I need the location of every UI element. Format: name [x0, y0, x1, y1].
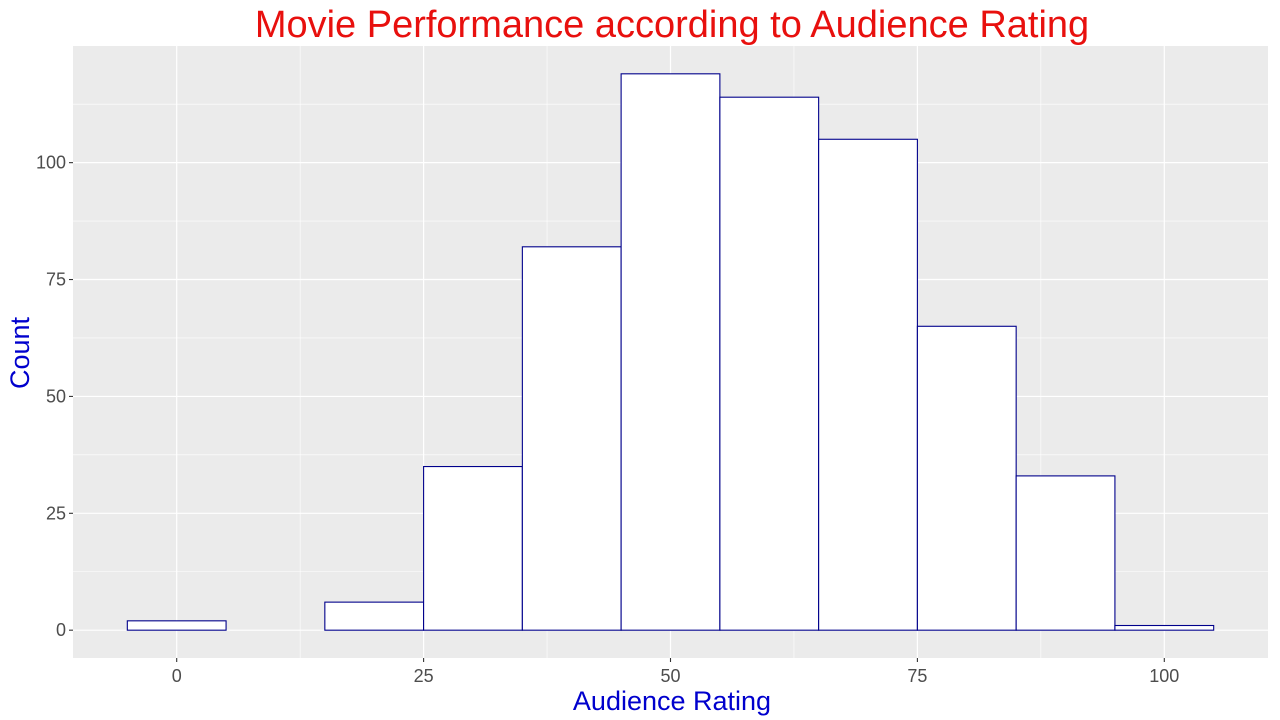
y-tick-label: 100 [36, 153, 66, 173]
x-tick-label: 100 [1149, 666, 1179, 686]
histogram-bar [1114, 624, 1215, 631]
histogram-bar [423, 465, 523, 631]
x-tick-label: 75 [907, 666, 927, 686]
histogram-bar [916, 325, 1017, 631]
histogram-bar [719, 96, 820, 631]
histogram-bar [818, 138, 918, 631]
chart-title: Movie Performance according to Audience … [255, 4, 1089, 46]
histogram-bar [521, 246, 622, 631]
y-tick-label: 0 [56, 620, 66, 640]
y-axis-title: Count [5, 316, 35, 389]
x-axis: 0 25 50 75 100 [172, 658, 1179, 686]
x-tick-label: 25 [414, 666, 434, 686]
x-axis-title: Audience Rating [573, 686, 771, 716]
histogram-bar [324, 601, 425, 631]
histogram-bar [126, 620, 227, 631]
y-tick-label: 75 [46, 270, 66, 290]
x-tick-label: 0 [172, 666, 182, 686]
y-tick-label: 50 [46, 386, 66, 406]
y-tick-label: 25 [46, 503, 66, 523]
histogram-bar [1015, 475, 1116, 631]
x-tick-label: 50 [660, 666, 680, 686]
histogram-bar [620, 73, 721, 631]
y-axis: 0 25 50 75 100 [36, 153, 73, 640]
histogram-bars [126, 73, 1215, 631]
